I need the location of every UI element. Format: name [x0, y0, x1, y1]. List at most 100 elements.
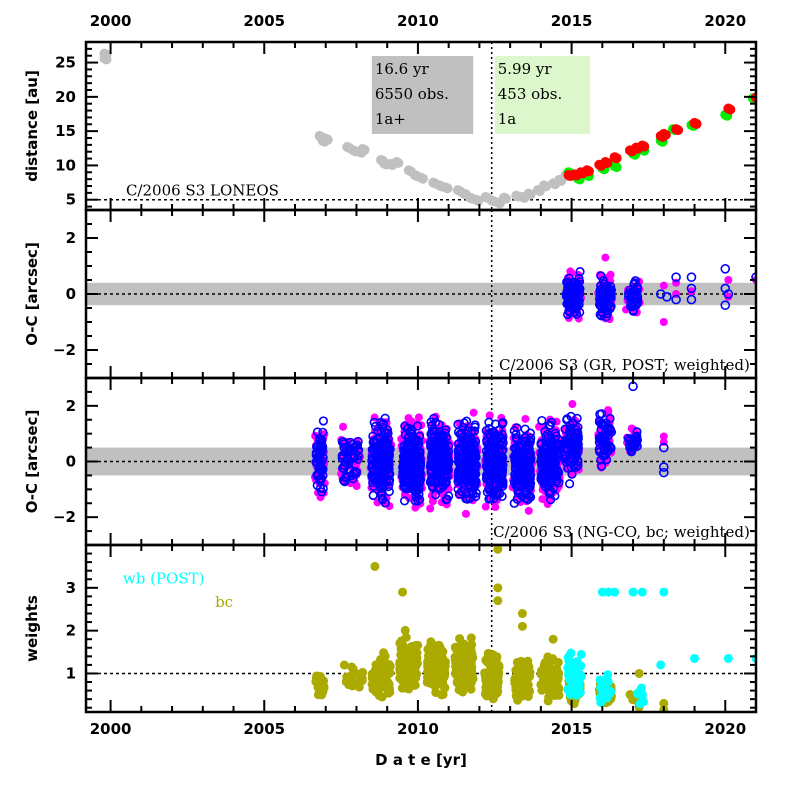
data-point [395, 638, 405, 648]
data-point [627, 442, 638, 452]
data-point [398, 587, 408, 597]
data-point [595, 447, 605, 457]
data-point [602, 158, 613, 168]
data-point [638, 697, 648, 707]
data-point [637, 587, 647, 597]
data-point [312, 671, 322, 681]
data-point [461, 488, 471, 499]
data-point [438, 680, 448, 690]
data-point [455, 444, 465, 454]
data-point [561, 457, 571, 467]
data-point [442, 494, 452, 504]
data-point [514, 475, 524, 486]
data-point [632, 431, 642, 441]
data-point [322, 134, 333, 145]
y-tick-label: 25 [55, 54, 76, 72]
data-point [482, 437, 492, 447]
top-x-tick-label: 2020 [704, 12, 746, 30]
data-point [371, 687, 381, 697]
data-point [512, 686, 522, 696]
data-point [404, 414, 413, 423]
data-point [723, 289, 734, 299]
data-point [625, 690, 635, 700]
data-point [484, 423, 494, 434]
data-point [312, 427, 323, 437]
y-tick-label: 2 [66, 622, 76, 640]
data-point [459, 418, 469, 428]
data-point [537, 681, 547, 691]
data-point [317, 690, 327, 700]
data-point [662, 291, 672, 302]
data-point [489, 494, 499, 504]
data-point [626, 287, 636, 297]
data-point [436, 646, 446, 656]
data-point [686, 294, 697, 305]
data-point [720, 263, 731, 274]
data-point [639, 141, 650, 152]
data-point [542, 440, 552, 450]
data-point [369, 417, 379, 427]
data-point [568, 679, 578, 689]
top-x-tick-labels: 2000 2005 2010 2015 2020 [90, 12, 746, 30]
data-point [553, 673, 563, 683]
data-point [410, 496, 420, 506]
data-point [686, 283, 697, 294]
data-point [753, 93, 756, 104]
data-point [485, 493, 496, 503]
y-axis-label: O-C [arcsec] [23, 242, 41, 346]
data-point [509, 498, 519, 508]
data-point [408, 456, 418, 466]
data-point [438, 457, 448, 467]
data-point [455, 634, 465, 644]
data-point [312, 459, 323, 469]
data-point [601, 455, 612, 465]
data-point [464, 470, 474, 480]
data-point [359, 144, 370, 155]
data-point [339, 422, 348, 431]
data-point [487, 462, 497, 472]
data-point [469, 426, 480, 436]
data-point [520, 424, 530, 434]
data-point [564, 437, 574, 447]
data-point [606, 302, 616, 312]
data-point [493, 583, 503, 593]
data-point [720, 300, 731, 311]
data-point [611, 153, 622, 164]
data-point [524, 441, 534, 451]
data-point [384, 463, 394, 474]
data-point [377, 493, 387, 504]
data-point [481, 502, 490, 511]
data-point [630, 300, 640, 311]
data-point [409, 659, 419, 669]
data-point [484, 651, 494, 661]
y-tick-label: 1 [66, 664, 76, 682]
data-point [524, 506, 533, 515]
data-point [659, 698, 669, 708]
y-tick-label: 3 [66, 579, 76, 597]
data-point [459, 431, 469, 441]
data-point [604, 407, 613, 416]
data-point [377, 478, 387, 488]
data-point [399, 457, 409, 467]
data-point [542, 429, 553, 439]
data-point [461, 416, 472, 426]
bottom-x-tick-label: 2015 [551, 720, 593, 738]
data-point [314, 464, 324, 474]
series-arc-1a- [99, 48, 573, 209]
data-point [493, 596, 503, 606]
data-point [317, 681, 327, 691]
data-point [497, 470, 507, 480]
data-point [385, 502, 394, 511]
info-box-2 [494, 56, 591, 134]
panel-annotation: C/2006 S3 LONEOS [126, 182, 279, 200]
data-point [436, 451, 446, 461]
data-point [470, 422, 480, 432]
panel-annotation: C/2006 S3 (NG-CO, bc; weighted) [493, 523, 750, 541]
data-point [371, 456, 382, 467]
data-point [354, 682, 364, 692]
data-point [551, 431, 561, 441]
